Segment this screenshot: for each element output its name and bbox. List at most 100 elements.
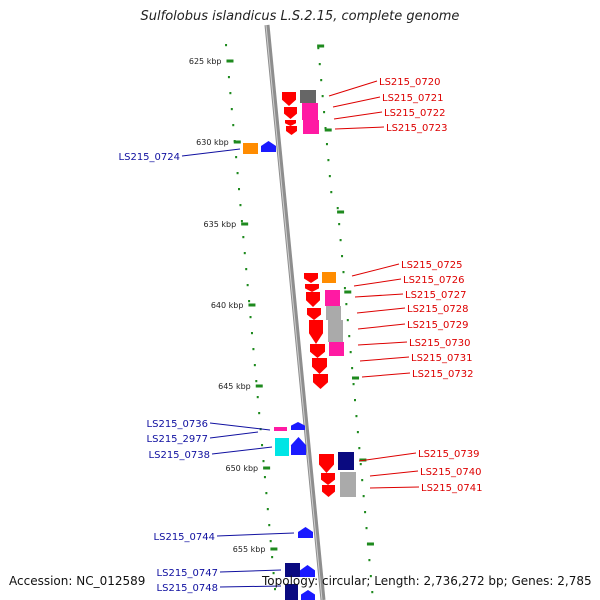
right-track-tick (320, 79, 323, 82)
gene-arrow-down (286, 126, 297, 135)
gene-arrow-down (304, 273, 318, 283)
gene-LS215_0736 (274, 427, 287, 431)
right-track-tick (365, 527, 368, 530)
gene-arrow-up (291, 437, 306, 455)
gene-arrow-down (305, 284, 319, 292)
kbp-label: 650 kbp (226, 464, 259, 473)
right-track-tick (330, 191, 333, 194)
left-track-tick (263, 476, 266, 479)
kbp-label: 630 kbp (196, 138, 229, 147)
right-track-tick (346, 319, 349, 322)
left-track-tick (236, 172, 239, 175)
right-leader-line (333, 111, 383, 120)
genome-stats-text: Topology: circular; Length: 2,736,272 bp… (262, 574, 592, 588)
gene-label-right: LS215_0732 (412, 369, 473, 380)
gene-LS215_0740 (340, 472, 356, 497)
right-track-tick (317, 47, 320, 50)
left-track-tick (250, 332, 253, 335)
left-track-tick (230, 108, 233, 111)
gene-label-left: LS215_0744 (154, 532, 215, 543)
left-track-tick (253, 364, 256, 367)
gene-LS215_0720 (300, 90, 316, 103)
right-track-tick (371, 591, 374, 594)
right-leader-line (353, 278, 402, 287)
right-track-tick (351, 367, 354, 370)
genome-title: Sulfolobus islandicus L.S.2.15, complete… (140, 9, 460, 24)
left-track-tick (245, 268, 248, 271)
right-leader-line (328, 80, 378, 97)
gene-LS215_0728 (326, 306, 341, 320)
left-track-tick (252, 348, 255, 351)
gene-label-left: LS215_0748 (157, 583, 218, 594)
right-track-tick (321, 95, 324, 98)
right-leader-line (332, 96, 381, 108)
left-leader-line (216, 532, 295, 537)
gene-arrow-down (309, 320, 323, 344)
left-track-tick (268, 524, 271, 527)
right-leader-line (354, 293, 404, 298)
gene-arrow-up (301, 590, 315, 600)
gene-label-right: LS215_0722 (384, 108, 445, 119)
gene-arrow-up (298, 527, 313, 538)
left-track-tick (235, 156, 238, 159)
right-track-tick (325, 143, 328, 146)
gene-label-right: LS215_0725 (401, 260, 462, 271)
gene-arrow-down (310, 344, 325, 358)
gene-label-right: LS215_0726 (403, 275, 464, 286)
left-track-tick (227, 76, 230, 79)
left-leader-line (209, 431, 259, 439)
gene-LS215_0738 (275, 438, 289, 456)
gene-label-right: LS215_0721 (382, 93, 443, 104)
gene-label-right: LS215_0740 (420, 467, 481, 478)
right-track-tick (361, 479, 364, 482)
right-leader-line (359, 356, 410, 362)
left-track-tick (238, 188, 241, 191)
right-track-tick (362, 495, 365, 498)
gene-arrow-down (306, 292, 320, 307)
left-leader-line (219, 585, 282, 588)
right-track-tick (345, 303, 348, 306)
gene-label-right: LS215_0720 (379, 77, 440, 88)
gene-label-right: LS215_0727 (405, 290, 466, 301)
left-leader-line (181, 148, 241, 157)
right-leader-line (361, 372, 411, 378)
left-track-tick (232, 124, 235, 127)
right-leader-line (369, 470, 419, 477)
gene-arrow-down (322, 485, 335, 497)
right-leader-line (369, 486, 420, 489)
left-track-tick (258, 412, 261, 415)
left-track-tick (255, 380, 258, 383)
kbp-major-tick (233, 140, 241, 144)
right-leader-line (357, 323, 406, 330)
gene-arrow-up (291, 422, 305, 430)
left-track-tick (269, 540, 272, 543)
gene-arrow-down (312, 358, 327, 374)
left-track-tick (265, 492, 268, 495)
gene-LS215_0727 (325, 290, 340, 306)
gene-arrow-down (319, 454, 334, 473)
gene-LS215_0725 (322, 272, 336, 283)
backbone-highlight (265, 24, 323, 600)
gene-arrow-down (285, 120, 296, 126)
right-track-tick (354, 399, 356, 402)
gene-arrow-down (313, 374, 328, 389)
right-track-tick (338, 223, 341, 226)
kbp-major-tick (248, 303, 256, 307)
gene-label-left: LS215_0724 (119, 152, 180, 163)
right-track-tick (342, 271, 345, 274)
gene-label-left: LS215_0747 (157, 568, 218, 579)
kbp-label: 635 kbp (204, 220, 237, 229)
left-leader-line (211, 446, 273, 455)
right-leader-line (356, 307, 406, 314)
left-track-tick (271, 556, 274, 559)
left-track-tick (274, 588, 277, 591)
right-track-tick (364, 511, 367, 514)
right-track-dash (317, 44, 325, 48)
gene-label-right: LS215_0741 (421, 483, 482, 494)
right-track-dash (344, 290, 352, 294)
kbp-major-tick (241, 222, 249, 226)
right-track-tick (356, 431, 359, 434)
gene-LS215_0729 (328, 320, 343, 342)
kbp-label: 640 kbp (211, 301, 244, 310)
